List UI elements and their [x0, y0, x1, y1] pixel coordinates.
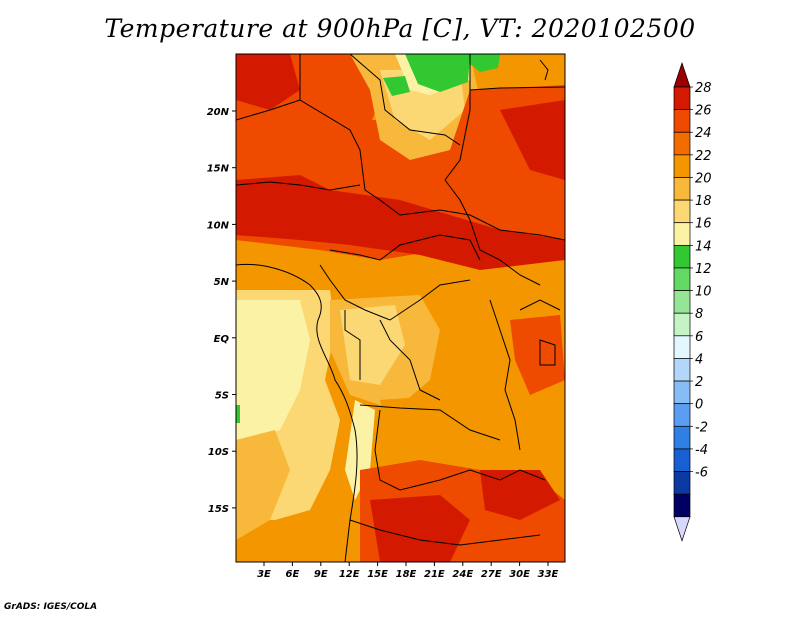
lon-tick-label: 33E — [538, 569, 559, 580]
colorbar-segment — [673, 109, 691, 133]
colorbar-tick-label: -4 — [695, 443, 708, 458]
colorbar-tick-label: 12 — [695, 262, 712, 277]
colorbar-tick-label: 0 — [695, 398, 703, 413]
lat-tick-label: 10S — [208, 447, 229, 458]
colorbar-segment — [673, 267, 691, 291]
lon-tick-label: 12E — [339, 569, 360, 580]
colorbar-segment — [673, 448, 691, 472]
colorbar-segment — [673, 335, 691, 359]
colorbar-tick-label: 4 — [695, 352, 703, 367]
colorbar-segment — [673, 425, 691, 450]
colorbar-tick-label: 6 — [695, 330, 703, 345]
colorbar-tick-label: 10 — [695, 285, 712, 300]
temperature-field — [236, 54, 565, 562]
lat-tick-label: 15S — [208, 504, 229, 515]
colorbar-segment — [673, 199, 691, 224]
lon-tick-label: 3E — [257, 569, 271, 580]
colorbar-segment — [673, 516, 691, 542]
colorbar-segment — [673, 244, 691, 269]
lat-tick-label: 20N — [207, 107, 230, 118]
latitude-axis: 20N 15N 10N 5N EQ 5S 10S 15S — [207, 107, 236, 515]
colorbar-tick-label: -2 — [695, 420, 708, 435]
colorbar-segment — [673, 154, 691, 178]
lon-tick-label: 30E — [509, 569, 530, 580]
colorbar-segment — [673, 312, 691, 337]
lat-tick-label: 5N — [214, 277, 230, 288]
colorbar-segment — [673, 358, 691, 382]
map-frame — [235, 53, 566, 563]
lat-tick-label: 10N — [207, 220, 230, 231]
lon-tick-label: 24E — [452, 569, 473, 580]
colorbar-tick-label: -6 — [695, 466, 708, 481]
colorbar-tick-label: 16 — [695, 217, 712, 232]
colorbar-segment — [673, 493, 691, 518]
colorbar-segment — [673, 177, 691, 201]
lon-tick-label: 6E — [286, 569, 300, 580]
lat-tick-label: EQ — [214, 334, 230, 345]
lon-tick-label: 27E — [481, 569, 502, 580]
colorbar-segment — [673, 222, 691, 246]
map-title: Temperature at 900hPa [C], VT: 202010250… — [104, 14, 696, 43]
colorbar-segment — [673, 403, 691, 427]
lon-tick-label: 9E — [314, 569, 328, 580]
lon-tick-label: 18E — [396, 569, 417, 580]
colorbar-segment — [673, 471, 691, 495]
colorbar-segment — [673, 61, 691, 88]
colorbar-tick-label: 24 — [695, 126, 712, 141]
footer-credit: GrADS: IGES/COLA — [4, 602, 98, 612]
lon-tick-label: 15E — [367, 569, 388, 580]
colorbar-tick-label: 14 — [695, 239, 712, 254]
colorbar-segment — [673, 380, 691, 405]
colorbar-tick-label: 26 — [695, 104, 712, 119]
colorbar-tick-label: 8 — [695, 307, 703, 322]
longitude-axis: 3E 6E 9E 12E 15E 18E 21E 24E 27E 30E 33E — [257, 562, 559, 580]
colorbar-tick-label: 20 — [695, 171, 712, 186]
colorbar-segment — [673, 86, 691, 110]
colorbar-segment — [673, 290, 691, 314]
lat-tick-label: 5S — [215, 391, 229, 402]
country-boundaries — [236, 54, 565, 562]
colorbar-tick-label: 22 — [695, 149, 712, 164]
lat-tick-label: 15N — [207, 164, 230, 175]
colorbar-tick-label: 28 — [695, 81, 712, 96]
lon-tick-label: 21E — [424, 569, 445, 580]
colorbar-tick-label: 18 — [695, 194, 712, 209]
colorbar-tick-label: 2 — [695, 375, 703, 390]
colorbar-segment — [673, 131, 691, 156]
